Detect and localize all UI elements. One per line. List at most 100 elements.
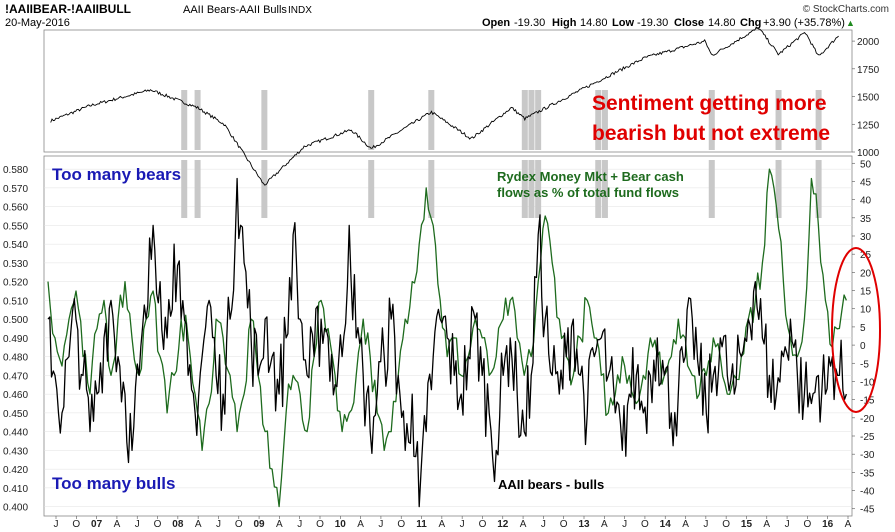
highlight-bar-bottom <box>775 160 782 218</box>
highlight-bar-bottom <box>521 160 528 218</box>
x-tick-label: O <box>722 519 730 530</box>
price-axis: 2000 1750 1500 1250 1000 <box>852 37 880 159</box>
close-label: Close <box>674 17 704 29</box>
aaii-label: AAII bears - bulls <box>498 477 604 492</box>
right-tick-label: 40 <box>860 196 872 207</box>
right-tick-label: -40 <box>860 487 875 498</box>
chg-value: +3.90 (+35.78%) <box>763 17 845 29</box>
right-tick-label: -45 <box>860 505 875 516</box>
highlight-bar-bottom <box>815 160 822 218</box>
x-tick-label: J <box>216 519 221 530</box>
left-tick-label: 0.580 <box>3 165 28 176</box>
highlight-bar-bottom <box>595 160 602 218</box>
highlight-bar-top <box>601 90 608 150</box>
highlight-bar-top <box>181 90 188 150</box>
x-tick-label: A <box>357 519 364 530</box>
x-tick-label: 16 <box>822 519 834 530</box>
highlight-bars <box>181 90 822 218</box>
highlight-bar-top <box>194 90 201 150</box>
highlight-bar-bottom <box>528 160 535 218</box>
left-tick-label: 0.460 <box>3 390 28 401</box>
chart-description: AAII Bears-AAII Bulls <box>183 4 287 16</box>
x-tick-label: A <box>601 519 608 530</box>
x-tick-label: A <box>845 519 852 530</box>
highlight-bar-top <box>595 90 602 150</box>
x-tick-label: O <box>803 519 811 530</box>
right-tick-label: 45 <box>860 177 872 188</box>
x-tick-label: J <box>703 519 708 530</box>
x-tick-label: O <box>154 519 162 530</box>
x-tick-label: A <box>195 519 202 530</box>
high-value: 14.80 <box>580 17 608 29</box>
left-tick-label: 0.430 <box>3 446 28 457</box>
left-tick-label: 0.440 <box>3 428 28 439</box>
right-tick-label: -10 <box>860 377 875 388</box>
chart-date: 20-May-2016 <box>5 17 70 29</box>
x-tick-label: J <box>378 519 383 530</box>
left-tick-label: 0.400 <box>3 503 28 514</box>
highlight-bar-bottom <box>261 160 268 218</box>
right-axis: 50454035302520151050-5-10-15-20-25-30-35… <box>852 159 875 516</box>
chart-symbol: !AAIIBEAR-!AAIIBULL <box>5 2 131 16</box>
open-value: -19.30 <box>514 17 545 29</box>
x-tick-label: 07 <box>91 519 103 530</box>
too-many-bears-label: Too many bears <box>52 165 181 184</box>
x-tick-label: A <box>520 519 527 530</box>
highlight-bar-bottom <box>535 160 542 218</box>
chart-exchange: INDX <box>288 5 312 16</box>
highlight-bar-bottom <box>368 160 375 218</box>
highlight-bar-bottom <box>708 160 715 218</box>
x-tick-label: O <box>560 519 568 530</box>
highlight-bar-top <box>528 90 535 150</box>
watermark: © StockCharts.com <box>803 4 889 15</box>
price-tick-label: 1000 <box>857 148 880 159</box>
x-tick-label: 13 <box>578 519 590 530</box>
left-tick-label: 0.420 <box>3 465 28 476</box>
right-tick-label: 20 <box>860 268 872 279</box>
grid-lines <box>44 168 852 507</box>
price-tick-label: 1250 <box>857 120 880 131</box>
x-axis: J O 07 A J O 08 A J O 09 A J O 10 A J O 11 A J O 12 A J O 13 A J O 14 A… <box>54 516 852 530</box>
x-tick-label: 14 <box>660 519 672 530</box>
left-tick-label: 0.570 <box>3 184 28 195</box>
x-tick-label: J <box>54 519 59 530</box>
low-value: -19.30 <box>637 17 668 29</box>
x-tick-label: 08 <box>172 519 184 530</box>
right-tick-label: 5 <box>860 323 866 334</box>
chg-arrow-icon: ▲ <box>846 18 855 28</box>
right-tick-label: 0 <box>860 341 866 352</box>
right-tick-label: -30 <box>860 450 875 461</box>
left-tick-label: 0.410 <box>3 484 28 495</box>
x-tick-label: J <box>297 519 302 530</box>
price-tick-label: 1750 <box>857 65 880 76</box>
price-tick-label: 1500 <box>857 93 880 104</box>
low-label: Low <box>612 17 634 29</box>
highlight-bar-bottom <box>181 160 188 218</box>
x-tick-label: J <box>785 519 790 530</box>
left-tick-label: 0.530 <box>3 259 28 270</box>
open-label: Open <box>482 17 510 29</box>
close-value: 14.80 <box>708 17 736 29</box>
right-tick-label: -35 <box>860 468 875 479</box>
x-tick-label: A <box>682 519 689 530</box>
left-tick-label: 0.470 <box>3 371 28 382</box>
rydex-label-line-1: Rydex Money Mkt + Bear cash <box>497 169 684 184</box>
x-tick-label: O <box>641 519 649 530</box>
x-tick-label: J <box>622 519 627 530</box>
x-tick-label: O <box>235 519 243 530</box>
x-tick-label: 09 <box>254 519 266 530</box>
left-tick-label: 0.480 <box>3 353 28 364</box>
highlight-bar-top <box>775 90 782 150</box>
left-tick-label: 0.510 <box>3 296 28 307</box>
x-tick-label: J <box>135 519 140 530</box>
right-tick-label: 10 <box>860 305 872 316</box>
x-tick-label: A <box>276 519 283 530</box>
right-tick-label: 35 <box>860 214 872 225</box>
left-tick-label: 0.450 <box>3 409 28 420</box>
ohlc-readout: Open -19.30 High 14.80 Low -19.30 Close … <box>482 17 855 29</box>
price-series <box>50 27 839 186</box>
left-tick-label: 0.560 <box>3 203 28 214</box>
x-tick-label: A <box>763 519 770 530</box>
highlight-bar-top <box>261 90 268 150</box>
x-tick-label: A <box>439 519 446 530</box>
